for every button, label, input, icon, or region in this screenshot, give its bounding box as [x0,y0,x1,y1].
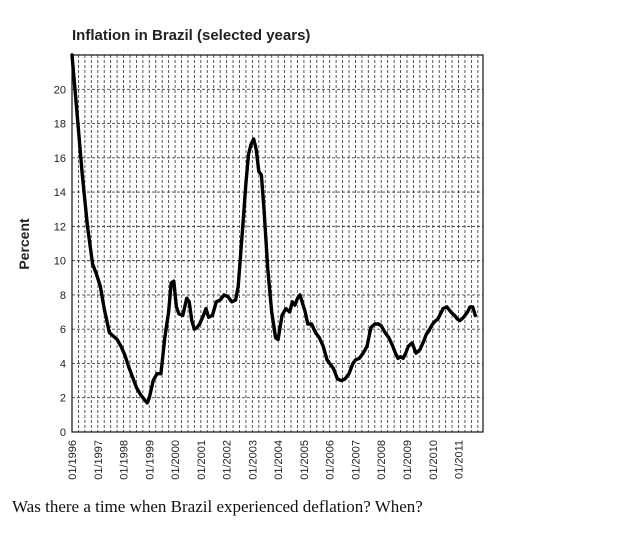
x-tick-label: 01/2006 [325,440,337,480]
y-tick-label: 8 [60,290,66,302]
y-tick-labels: 0 2 4 6 8 10 12 14 16 18 20 [54,84,66,439]
y-tick-label: 12 [54,221,66,233]
x-tick-label: 01/2007 [350,440,362,480]
y-tick-label: 16 [54,153,66,165]
y-tick-label: 10 [54,256,66,268]
x-tick-label: 01/2005 [299,440,311,480]
x-tick-label: 01/2000 [170,440,182,480]
x-tick-label: 01/1997 [93,440,105,480]
inflation-chart: Inflation in Brazil (selected years) Per… [16,27,484,480]
x-tick-label: 01/2008 [376,440,388,480]
inflation-series-line [70,53,477,405]
y-tick-label: 6 [60,324,66,336]
y-axis-label: Percent [16,218,32,270]
x-tick-label: 01/2010 [428,440,440,480]
chart-title: Inflation in Brazil (selected years) [72,27,310,44]
x-tick-label: 01/2002 [222,440,234,480]
x-tick-label: 01/2011 [454,440,466,479]
x-tick-label: 01/2004 [273,440,285,480]
x-tick-label: 01/1999 [144,440,156,480]
x-tick-label: 01/2001 [196,440,208,480]
y-tick-label: 4 [60,358,66,370]
y-tick-label: 20 [54,84,66,96]
x-tick-label: 01/1996 [67,440,79,480]
x-tick-label: 01/2003 [247,440,259,480]
x-tick-labels: 01/1996 01/1997 01/1998 01/1999 01/2000 01/20… [67,440,466,480]
x-tick-label: 01/2009 [402,440,414,480]
plot-frame [71,54,484,433]
y-tick-label: 2 [60,393,66,405]
y-tick-label: 18 [54,119,66,131]
x-tick-label: 01/1998 [119,440,131,480]
grid-layer [72,55,483,432]
y-tick-label: 0 [60,427,66,439]
y-tick-label: 14 [54,187,66,199]
question-text: Was there a time when Brazil experienced… [12,497,423,516]
